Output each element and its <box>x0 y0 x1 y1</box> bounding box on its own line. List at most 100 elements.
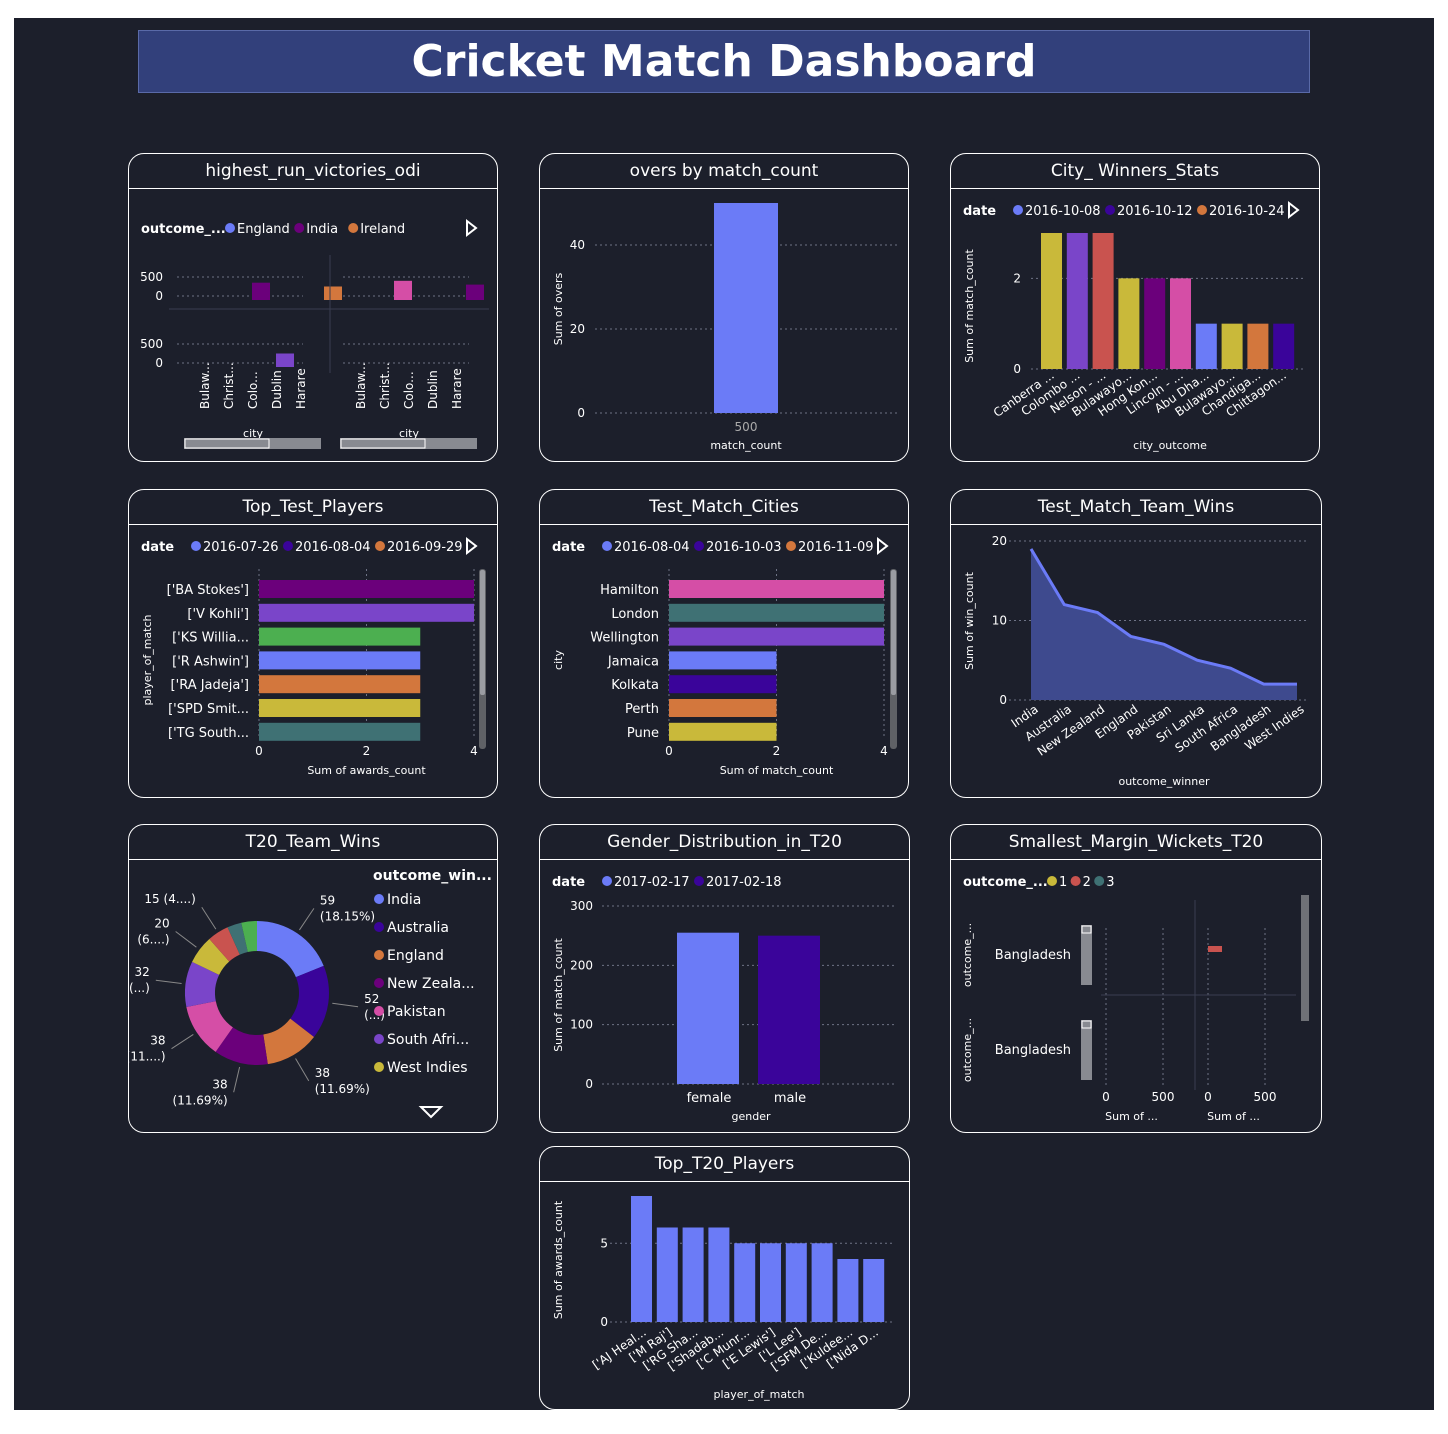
chevron-down-icon[interactable] <box>418 1106 444 1119</box>
gender-distribution-chart[interactable]: date 2017-02-17 2017-02-18 0 100 200 300 female… <box>540 860 910 1133</box>
bar[interactable] <box>714 203 778 413</box>
scrollbar-thumb[interactable] <box>340 438 426 449</box>
scrollbar[interactable] <box>1081 925 1092 985</box>
bar[interactable] <box>758 935 820 1084</box>
scrollbar[interactable] <box>340 438 477 449</box>
legend-marker <box>374 894 384 904</box>
bar[interactable] <box>669 675 777 694</box>
leader-line <box>233 1066 241 1093</box>
legend-marker <box>375 541 385 551</box>
card-test-match-cities[interactable]: Test_Match_Cities date 2016-08-04 2016-10-… <box>539 489 909 798</box>
bar[interactable] <box>259 627 421 646</box>
bar[interactable] <box>669 627 884 646</box>
pie-slice[interactable] <box>257 921 324 978</box>
bar[interactable] <box>1144 278 1166 369</box>
pie-slice[interactable] <box>215 1027 268 1065</box>
drill-play-icon[interactable] <box>1288 200 1300 220</box>
bar[interactable] <box>656 1227 678 1323</box>
bar[interactable] <box>259 603 474 622</box>
bar[interactable] <box>1208 946 1222 952</box>
bar[interactable] <box>677 932 739 1084</box>
bar[interactable] <box>669 651 777 670</box>
bar[interactable] <box>669 603 884 622</box>
bar[interactable] <box>276 353 294 368</box>
bar[interactable] <box>1092 233 1114 369</box>
scrollbar-thumb[interactable] <box>1081 925 1092 934</box>
bar[interactable] <box>252 282 270 300</box>
bar[interactable] <box>1170 278 1191 369</box>
scrollbar-thumb[interactable] <box>1081 1020 1092 1029</box>
series-line[interactable] <box>1029 548 1297 686</box>
bar[interactable] <box>259 651 421 670</box>
bar[interactable] <box>811 1243 833 1322</box>
overs-chart[interactable]: 0 20 40 500 match_count Sum of overs <box>540 189 909 462</box>
bar[interactable] <box>1066 233 1088 369</box>
bar[interactable] <box>760 1243 781 1322</box>
bar[interactable] <box>837 1259 859 1322</box>
top-t20-players-chart[interactable]: 05['AJ Heal...['M Raj']['RG Sha...['Shad… <box>540 1182 910 1410</box>
card-t20-team-wins[interactable]: T20_Team_Wins 59 (18.15%) 52 (...) 38 (11.69%… <box>128 824 498 1133</box>
drill-play-icon[interactable] <box>877 536 889 556</box>
y-tick-label: ['BA Stokes'] <box>167 583 249 598</box>
bar[interactable] <box>631 1196 652 1322</box>
pie-slice[interactable] <box>290 965 329 1037</box>
scrollbar-thumb[interactable] <box>891 570 896 695</box>
scrollbar-thumb[interactable] <box>184 438 270 449</box>
bar[interactable] <box>259 699 421 717</box>
data-label: (...) <box>129 981 150 995</box>
bar[interactable] <box>669 699 777 717</box>
scrollbar-thumb[interactable] <box>480 570 485 695</box>
card-test-match-team-wins[interactable]: Test_Match_Team_Wins 0 10 20 India Australia… <box>950 489 1322 798</box>
bar[interactable] <box>466 284 484 300</box>
smallest-margin-chart[interactable]: outcome_... 1 2 3 Bangladesh outcome_... Bangl… <box>951 860 1322 1133</box>
bar[interactable] <box>324 286 342 301</box>
area-fill[interactable] <box>1031 548 1297 700</box>
axis-title: match_count <box>710 439 782 452</box>
card-gender-distribution-t20[interactable]: Gender_Distribution_in_T20 date 2017-02-1… <box>539 824 910 1133</box>
pie-slice[interactable] <box>185 961 220 1008</box>
card-overs-by-match-count[interactable]: overs by match_count 0 20 40 500 match_count… <box>539 153 909 462</box>
drill-play-icon[interactable] <box>466 536 478 556</box>
card-highest-run-victories-odi[interactable]: highest_run_victories_odi outcome_... Eng… <box>128 153 498 462</box>
pie-slice[interactable] <box>186 1001 233 1052</box>
pie-slice[interactable] <box>192 938 230 975</box>
bar[interactable] <box>734 1243 756 1322</box>
bar[interactable] <box>1195 323 1217 369</box>
pie-slice[interactable] <box>263 1018 314 1065</box>
bar[interactable] <box>1041 233 1062 369</box>
bar[interactable] <box>863 1259 885 1322</box>
bar[interactable] <box>259 722 421 741</box>
bar[interactable] <box>669 580 884 598</box>
card-city-winners-stats[interactable]: City_ Winners_Stats date 2016-10-08 2016-1… <box>950 153 1320 462</box>
bar[interactable] <box>1118 278 1140 369</box>
scrollbar[interactable] <box>1301 895 1309 1021</box>
pie-slice[interactable] <box>209 927 240 962</box>
scrollbar[interactable] <box>1081 1020 1092 1080</box>
highest-run-victories-chart[interactable]: outcome_... England India Ireland 0 500 0 500 Bu… <box>129 189 498 462</box>
card-smallest-margin-wickets-t20[interactable]: Smallest_Margin_Wickets_T20 outcome_... 1… <box>950 824 1322 1133</box>
bar[interactable] <box>682 1227 704 1323</box>
bar[interactable] <box>1247 323 1269 369</box>
pie-slice[interactable] <box>241 921 257 953</box>
bar[interactable] <box>259 580 474 598</box>
card-top-t20-players[interactable]: Top_T20_Players 0 5 ['AJ Heal... ['M Raj'][… <box>539 1146 910 1410</box>
bar[interactable] <box>1221 323 1243 369</box>
card-title: overs by match_count <box>540 154 908 189</box>
card-top-test-players[interactable]: Top_Test_Players date 2016-07-26 2016-08-0… <box>128 489 498 798</box>
bar[interactable] <box>669 722 777 741</box>
test-match-cities-chart[interactable]: date 2016-08-04 2016-10-03 2016-11-09 0 2 4 Ham… <box>540 525 909 798</box>
bar[interactable] <box>708 1227 730 1323</box>
legend-marker <box>602 541 612 551</box>
top-test-players-chart[interactable]: date 2016-07-26 2016-08-04 2016-09-29 0 2 4 ['B… <box>129 525 498 798</box>
bar[interactable] <box>394 280 412 300</box>
drill-play-icon[interactable] <box>466 218 478 238</box>
legend-marker <box>191 541 201 551</box>
bar[interactable] <box>785 1243 807 1322</box>
bar[interactable] <box>1273 323 1295 369</box>
t20-team-wins-chart[interactable]: 59 (18.15%) 52 (...) 38 (11.69%) 38 (11.69%) 38 (… <box>129 860 498 1133</box>
city-winners-chart[interactable]: date 2016-10-08 2016-10-12 2016-10-2402Canb… <box>951 189 1320 462</box>
scrollbar[interactable] <box>184 438 321 449</box>
bar[interactable] <box>259 675 421 694</box>
pie-slice[interactable] <box>227 922 248 955</box>
